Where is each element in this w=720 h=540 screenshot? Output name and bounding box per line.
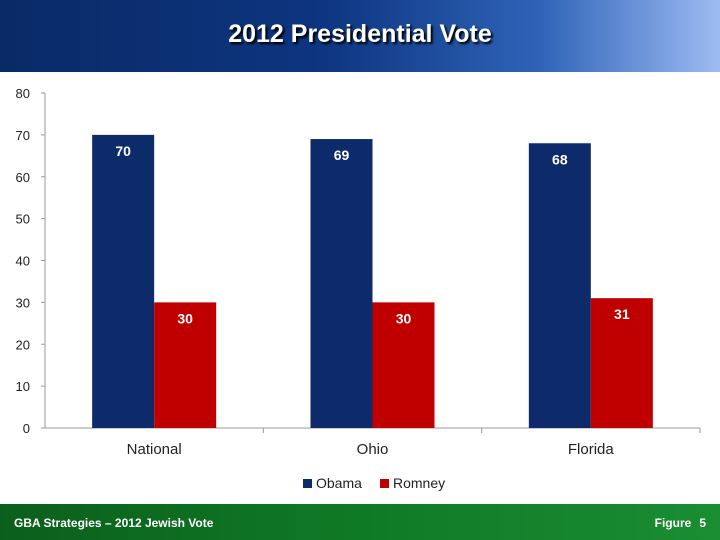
legend-swatch-romney	[380, 479, 389, 488]
page-title: 2012 Presidential Vote	[228, 20, 492, 48]
legend-swatch-obama	[303, 479, 312, 488]
footer-source: GBA Strategies – 2012 Jewish Vote	[14, 516, 214, 530]
bar-romney	[590, 298, 653, 428]
y-tick-label: 50	[16, 212, 30, 227]
data-label: 70	[115, 143, 131, 159]
bar-obama	[92, 134, 155, 428]
bar-chart: 0 10 20 30 40 50 60 70 80 National 70 30 Ohio 69 30 Flo…	[16, 86, 701, 491]
bar-romney	[372, 302, 435, 428]
data-label: 69	[334, 147, 350, 163]
data-label: 31	[614, 306, 630, 322]
figure-number: 5	[699, 516, 706, 530]
y-tick-label: 0	[23, 421, 30, 436]
footer-bar: GBA Strategies – 2012 Jewish Vote Figure…	[0, 504, 720, 540]
y-tick-label: 80	[16, 86, 30, 101]
legend-label: Romney	[393, 475, 445, 491]
y-tick-label: 70	[16, 128, 30, 143]
data-label: 68	[552, 151, 568, 167]
plot-area: 0 10 20 30 40 50 60 70 80 National 70 30 Ohio 69 30 Flo…	[16, 86, 701, 491]
data-label: 30	[177, 310, 193, 326]
y-tick-label: 30	[16, 295, 30, 310]
legend-label: Obama	[316, 475, 362, 491]
x-tick-label: Florida	[568, 441, 615, 458]
y-tick-label: 40	[16, 254, 30, 269]
x-tick-label: Ohio	[357, 441, 389, 458]
figure-label-group: Figure 5	[647, 516, 706, 530]
header-bar: 2012 Presidential Vote	[0, 0, 720, 72]
data-label: 30	[396, 310, 412, 326]
bar-obama	[528, 143, 591, 428]
bar-romney	[154, 302, 217, 428]
figure-label: Figure	[654, 516, 692, 530]
bar-obama	[310, 139, 373, 428]
y-tick-label: 20	[16, 337, 30, 352]
y-tick-label: 60	[16, 170, 30, 185]
x-tick-label: National	[127, 441, 182, 458]
y-tick-label: 10	[16, 379, 30, 394]
